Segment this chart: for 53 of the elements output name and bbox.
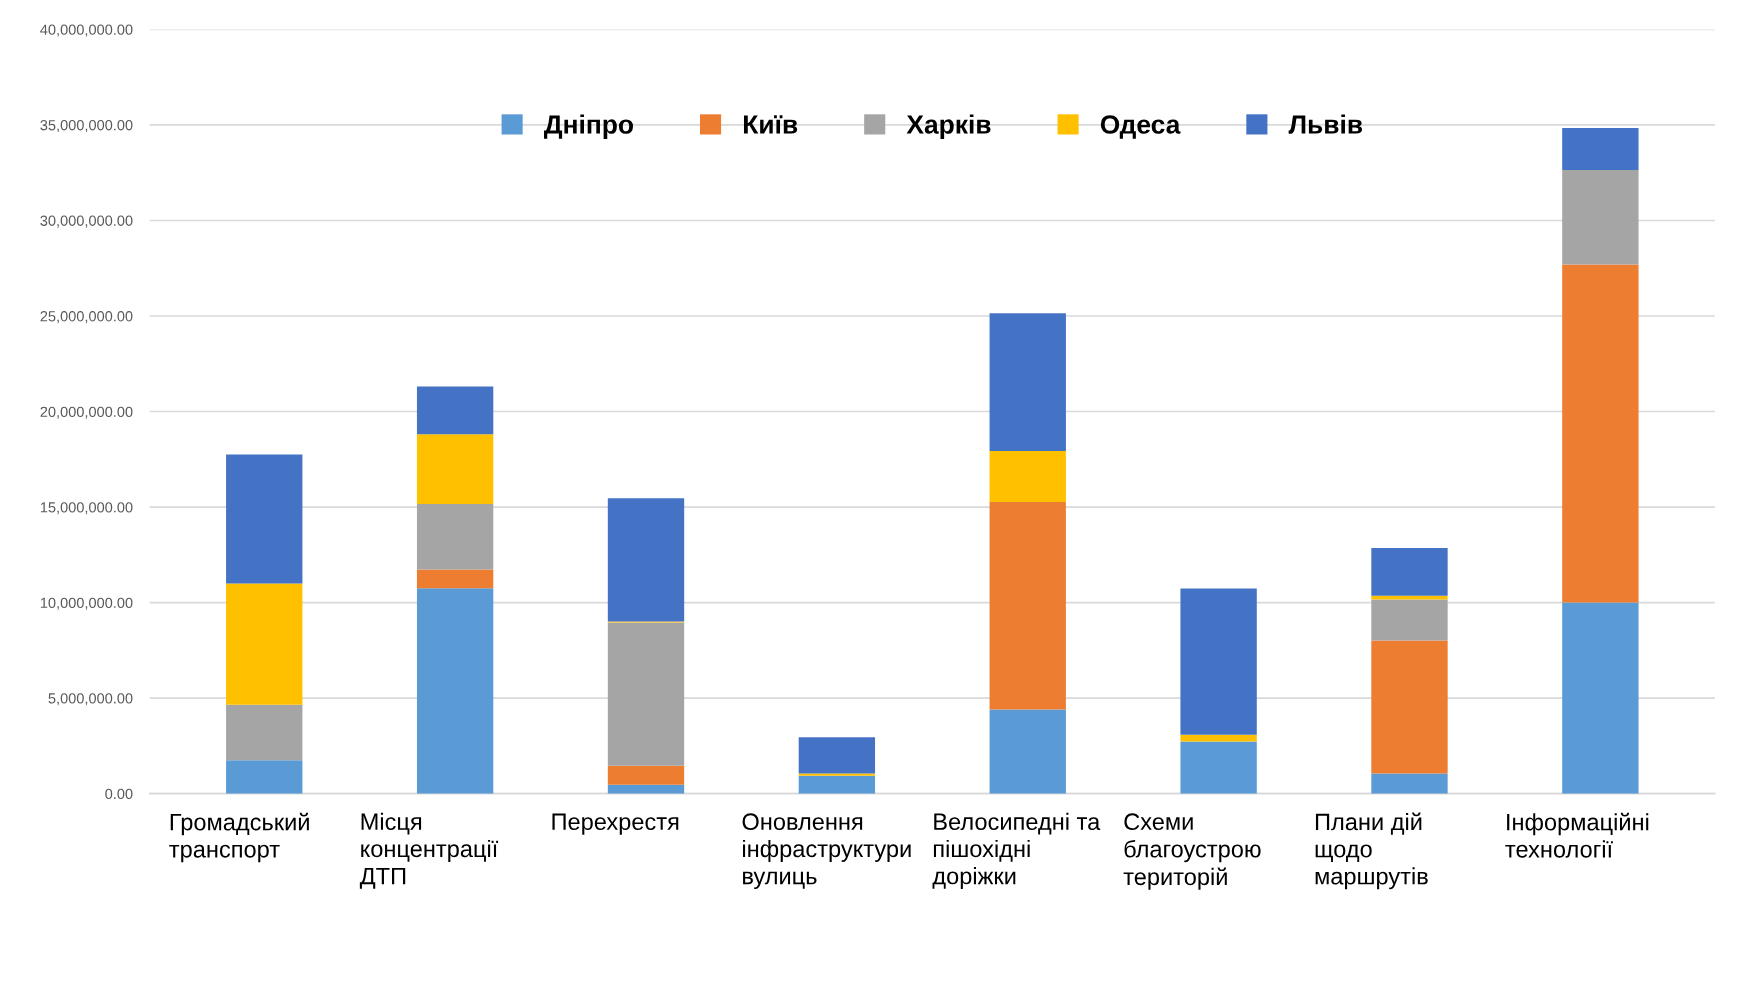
bar — [1562, 264, 1639, 603]
x-tick-label: Громадський транспорт — [169, 812, 309, 863]
bar — [989, 709, 1066, 794]
y-tick-label: 20,000,000.00 — [40, 406, 133, 419]
bar — [989, 450, 1066, 502]
bar — [1180, 741, 1257, 794]
bar — [607, 622, 685, 766]
y-tick-label: 0.00 — [105, 788, 133, 800]
bar — [1371, 595, 1448, 600]
bar — [1562, 602, 1639, 794]
y-tick-label: 10,000,000.00 — [40, 597, 133, 610]
y-tick-label: 30,000,000.00 — [40, 215, 133, 228]
x-tick-label: Велосипедні та пішохідні доріжки — [932, 812, 1101, 890]
bar — [416, 504, 494, 570]
bar — [1371, 547, 1448, 596]
bar — [607, 498, 685, 622]
x-tick-label: Місця концентрації ДТП — [359, 812, 499, 889]
bar — [416, 569, 494, 589]
bar — [226, 704, 303, 761]
x-tick-label: Перехрестя — [552, 813, 679, 835]
y-tick-label: 5,000,000.00 — [48, 693, 133, 706]
bar — [607, 784, 685, 794]
bar — [1180, 588, 1257, 735]
bar — [416, 588, 494, 794]
x-tick-label: Інформаційні технології — [1505, 812, 1649, 858]
legend-label: Одеса — [1100, 115, 1181, 139]
bar — [989, 313, 1066, 451]
bar — [607, 765, 685, 785]
x-tick-label: Оновлення інфраструктури вулиць — [742, 813, 911, 890]
y-tick-label: 40,000,000.00 — [40, 24, 133, 37]
bar — [1180, 734, 1257, 742]
x-tick-label: Схеми благоустрою територій — [1123, 813, 1261, 890]
bar — [798, 737, 876, 774]
y-tick-label: 35,000,000.00 — [40, 120, 133, 133]
y-tick-label: 15,000,000.00 — [40, 502, 133, 515]
bar — [1371, 773, 1448, 794]
y-tick-label: 25,000,000.00 — [40, 311, 133, 324]
bar — [226, 583, 303, 705]
legend-label: Дніпро — [544, 114, 633, 140]
bar — [416, 386, 494, 435]
bar — [1562, 128, 1639, 171]
bar — [1371, 640, 1448, 774]
x-tick-label: Плани дій щодо маршрутів — [1315, 812, 1428, 890]
bar — [226, 760, 303, 794]
legend-label: Харків — [906, 114, 991, 140]
legend-label: Київ — [743, 115, 798, 134]
bar — [416, 434, 494, 504]
legend-label: Львів — [1288, 114, 1363, 134]
bar — [226, 454, 303, 584]
bar — [798, 775, 876, 794]
bar — [1562, 170, 1639, 265]
bar — [989, 501, 1066, 710]
bar — [1371, 599, 1448, 641]
